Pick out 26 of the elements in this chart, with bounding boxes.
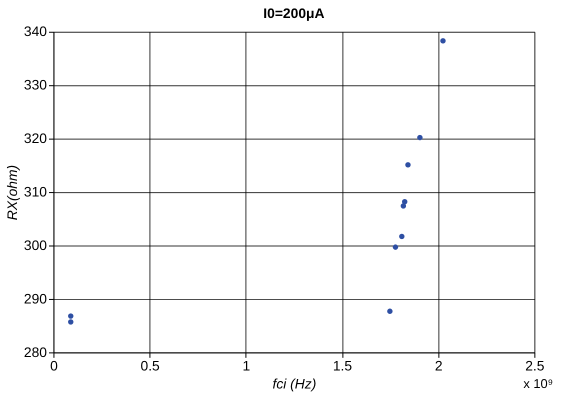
point <box>405 162 411 168</box>
y-tick-label: 330 <box>24 76 48 93</box>
x-tick-label: 2 <box>434 358 443 374</box>
x-tick-label: 2.5 <box>525 358 545 374</box>
x-axis-title: fci (Hz) <box>272 376 316 392</box>
y-tick-label: 300 <box>24 236 48 253</box>
text: x 10⁹ <box>523 376 554 392</box>
point <box>68 319 74 325</box>
point <box>387 308 393 314</box>
y-tick-label: 310 <box>24 184 48 200</box>
x-tick-label: 1.5 <box>332 358 352 374</box>
point <box>402 198 408 204</box>
point <box>440 38 446 44</box>
chart-title: I0=200μA <box>263 4 324 21</box>
y-axis-title: RX(ohm) <box>4 164 20 220</box>
y-tick-label: 340 <box>24 23 48 40</box>
y-tick-label: 280 <box>24 344 48 360</box>
y-tick-label: 290 <box>24 290 48 306</box>
x-tick-label: 0.5 <box>140 358 160 374</box>
x-tick-label: 0 <box>50 358 58 374</box>
x-tick-label: 1 <box>242 358 250 374</box>
point <box>417 134 423 140</box>
point <box>68 313 74 319</box>
y-tick-label: 320 <box>24 130 48 146</box>
point <box>392 244 398 250</box>
point <box>399 234 405 240</box>
